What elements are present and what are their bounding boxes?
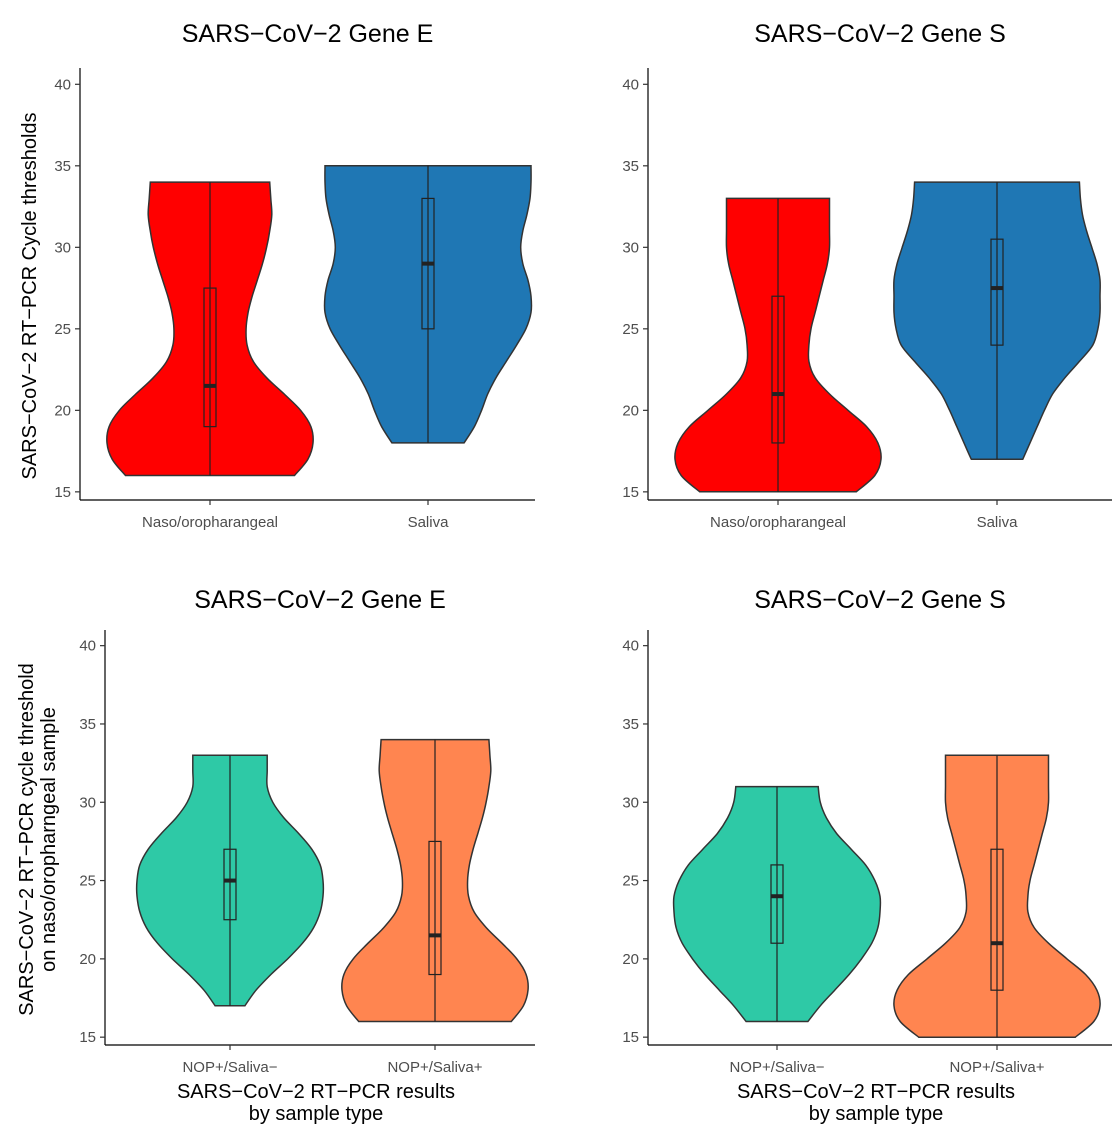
y-tick-label: 40 (622, 638, 639, 655)
y-tick-label: 30 (54, 239, 71, 256)
x-tick-label: Saliva (408, 514, 450, 531)
x-tick-label: NOP+/Saliva− (182, 1059, 277, 1076)
violin-1 (135, 754, 325, 1007)
y-tick-label: 20 (54, 402, 71, 419)
violin-1 (106, 181, 314, 477)
panel-title: SARS−CoV−2 Gene E (194, 586, 446, 614)
x-tick-label: Saliva (977, 514, 1019, 531)
panel-title: SARS−CoV−2 Gene S (754, 586, 1006, 614)
y-tick-label: 35 (54, 158, 71, 175)
y-tick-label: 15 (79, 1029, 96, 1046)
y-tick-label: 35 (622, 716, 639, 733)
panel-title: SARS−CoV−2 Gene S (754, 20, 1006, 48)
x-axis-title: SARS−CoV−2 RT−PCR results by sample type (737, 1081, 1015, 1125)
violin-box (770, 864, 784, 944)
x-axis-title-line: SARS−CoV−2 RT−PCR results (177, 1081, 455, 1103)
violin-2 (893, 181, 1101, 460)
y-tick-label: 30 (79, 794, 96, 811)
y-axis-title-line: SARS−CoV−2 RT−PCR cycle threshold (16, 663, 38, 1016)
x-axis-title-line: by sample type (249, 1103, 384, 1125)
y-tick-label: 20 (622, 402, 639, 419)
y-tick-label: 40 (54, 76, 71, 93)
y-tick-label: 15 (54, 484, 71, 501)
x-tick-label: Naso/oropharangeal (710, 514, 846, 531)
panel-title: SARS−CoV−2 Gene E (182, 20, 434, 48)
violin-1 (674, 197, 882, 493)
chart-panel-4: SARS−CoV−2 Gene S 15 20 25 30 35 40 NOP+/Saliva… (622, 586, 1112, 1125)
y-tick-label: 20 (79, 951, 96, 968)
x-tick-label: NOP+/Saliva− (729, 1059, 824, 1076)
y-axis-title-line: on naso/oropharngeal sample (38, 707, 60, 972)
violin-box (990, 238, 1004, 346)
y-tick-label: 35 (79, 716, 96, 733)
chart-panel-1: SARS−CoV−2 Gene E 15 20 25 30 35 40 Naso/oropha… (19, 20, 535, 531)
y-axis-title-line: SARS−CoV−2 RT−PCR Cycle thresholds (19, 112, 41, 479)
x-axis-title-line: by sample type (809, 1103, 944, 1125)
y-tick-label: 15 (622, 1029, 639, 1046)
violin-2 (341, 738, 529, 1023)
violin-2 (323, 165, 533, 444)
violin-box (990, 848, 1004, 991)
violin-box (223, 848, 237, 921)
x-axis-title-line: SARS−CoV−2 RT−PCR results (737, 1081, 1015, 1103)
violin-1 (672, 785, 882, 1023)
violin-box (203, 287, 217, 428)
chart-panel-2: SARS−CoV−2 Gene S 15 20 25 30 35 40 Naso/oropha… (622, 20, 1112, 531)
x-axis-title: SARS−CoV−2 RT−PCR results by sample type (177, 1081, 455, 1125)
y-tick-label: 15 (622, 484, 639, 501)
x-tick-label: NOP+/Saliva+ (387, 1059, 482, 1076)
y-tick-label: 30 (622, 239, 639, 256)
x-tick-label: Naso/oropharangeal (142, 514, 278, 531)
y-axis-title: SARS−CoV−2 RT−PCR cycle thresholdon naso… (16, 663, 60, 1016)
violin-box (771, 295, 785, 444)
y-tick-label: 25 (622, 321, 639, 338)
y-axis-title: SARS−CoV−2 RT−PCR Cycle thresholds (19, 112, 41, 479)
x-tick-label: NOP+/Saliva+ (949, 1059, 1044, 1076)
y-tick-label: 25 (79, 873, 96, 890)
y-tick-label: 40 (79, 638, 96, 655)
y-tick-label: 25 (622, 873, 639, 890)
y-tick-label: 25 (54, 321, 71, 338)
y-tick-label: 35 (622, 158, 639, 175)
y-tick-label: 20 (622, 951, 639, 968)
y-tick-label: 40 (622, 76, 639, 93)
y-tick-label: 30 (622, 794, 639, 811)
chart-panel-3: SARS−CoV−2 Gene E 15 20 25 30 35 40 NOP+/Saliva… (16, 586, 535, 1125)
violin-2 (893, 754, 1101, 1038)
violin-box (428, 840, 442, 976)
